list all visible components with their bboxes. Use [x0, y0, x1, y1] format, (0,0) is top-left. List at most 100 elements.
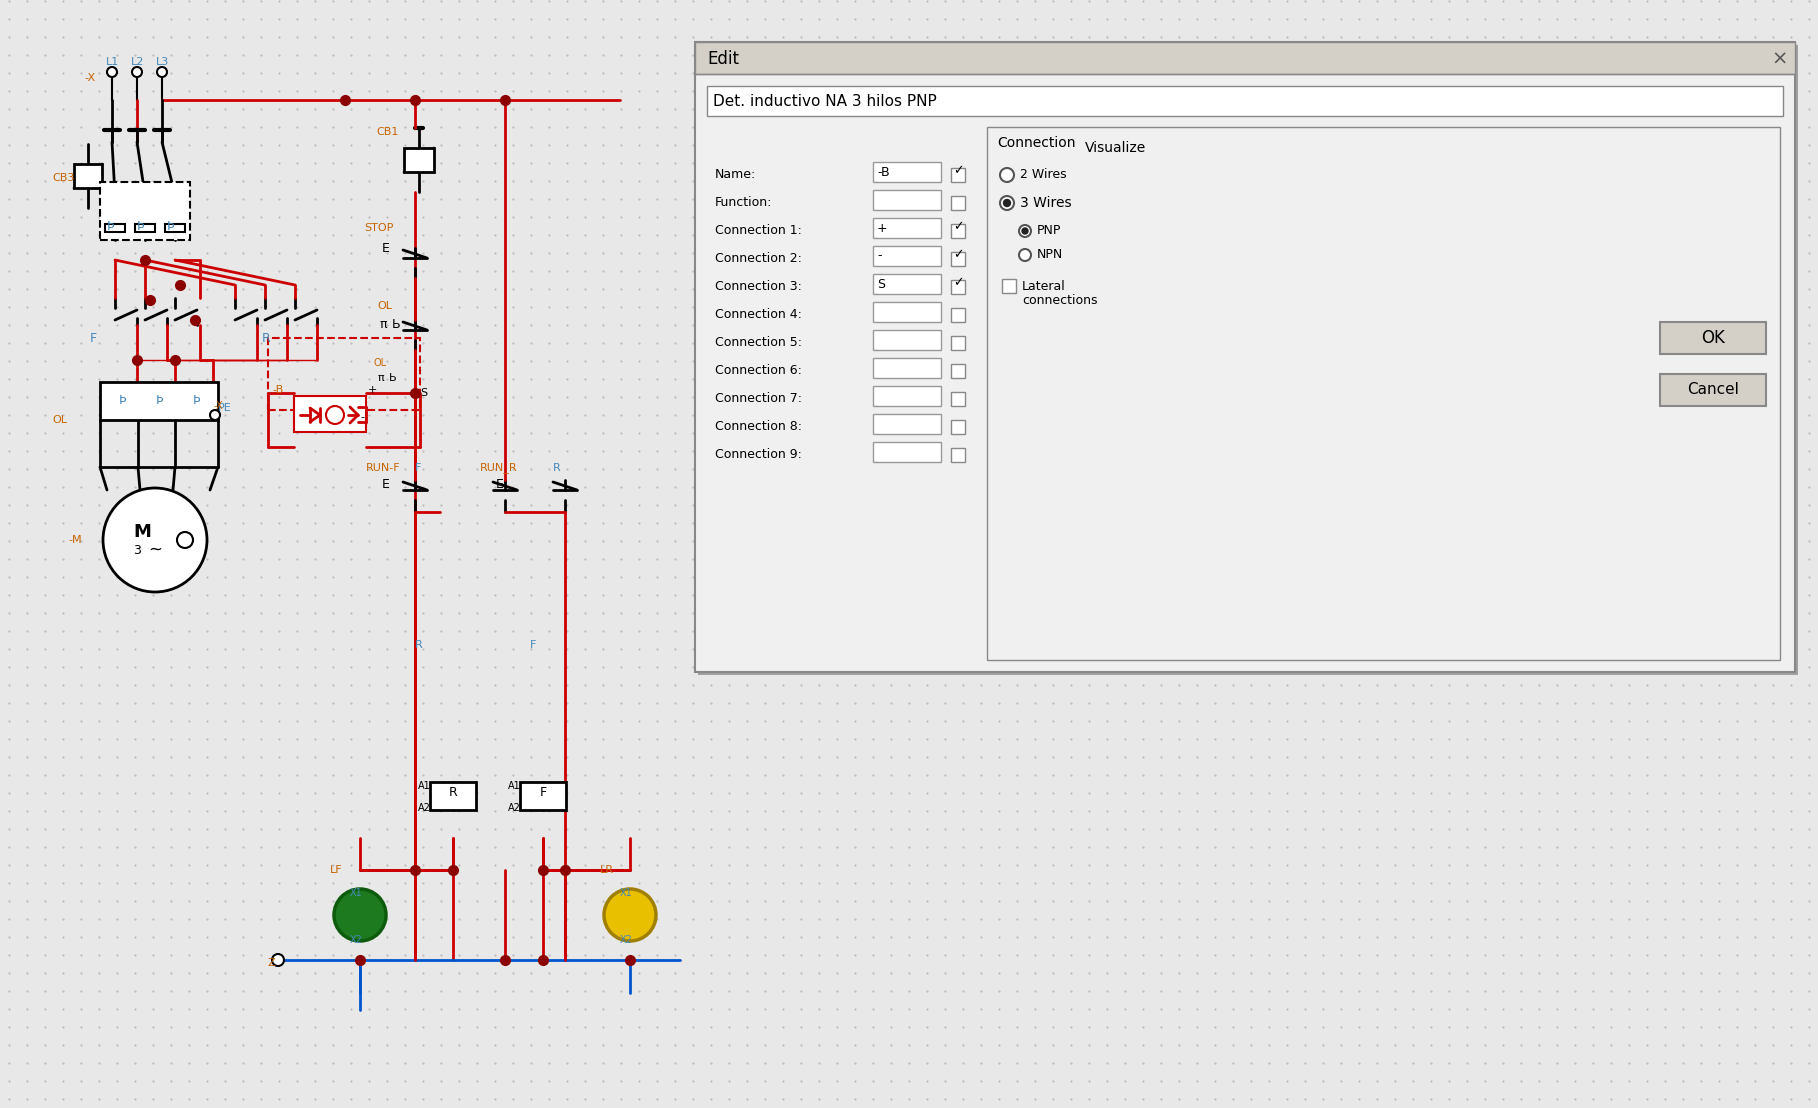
Bar [873, 246, 942, 266]
Text: A1: A1 [418, 781, 431, 791]
Bar [951, 308, 965, 322]
Text: LR: LR [600, 865, 614, 875]
Text: R: R [262, 331, 271, 345]
Text: Lateral: Lateral [1022, 280, 1065, 294]
Text: CB3: CB3 [53, 173, 75, 183]
Text: A1: A1 [507, 781, 520, 791]
Text: ✓: ✓ [953, 220, 964, 234]
Text: L1: L1 [105, 57, 120, 66]
Text: NPN: NPN [1036, 248, 1064, 261]
Text: OL: OL [373, 358, 385, 368]
Text: Connection 1:: Connection 1: [714, 225, 802, 237]
Text: π: π [380, 318, 387, 330]
Circle shape [104, 488, 207, 592]
Text: X2: X2 [620, 935, 633, 945]
Bar [1660, 375, 1765, 406]
Bar [951, 168, 965, 182]
Text: ~: ~ [147, 541, 162, 560]
Text: Visualize: Visualize [1085, 141, 1147, 155]
Text: X1: X1 [620, 888, 633, 897]
Bar [100, 182, 191, 240]
Text: π: π [378, 373, 385, 383]
Text: Þ: Þ [118, 393, 127, 407]
Text: OL: OL [53, 416, 67, 425]
Text: 3 Wires: 3 Wires [1020, 196, 1071, 211]
Text: PNP: PNP [1036, 225, 1062, 237]
Bar [1660, 322, 1765, 353]
Bar [951, 392, 965, 406]
Bar [698, 45, 1798, 675]
Bar [873, 274, 942, 294]
Bar [267, 338, 420, 410]
Text: Function:: Function: [714, 196, 773, 209]
Text: Connection 3:: Connection 3: [714, 280, 802, 294]
Text: -: - [360, 412, 364, 422]
Bar [873, 218, 942, 238]
Text: E: E [382, 242, 389, 255]
Bar [135, 224, 155, 232]
Circle shape [1000, 196, 1014, 211]
Text: ✓: ✓ [953, 248, 964, 261]
Text: L3: L3 [156, 57, 169, 66]
Bar [1002, 279, 1016, 293]
Text: PE: PE [218, 403, 231, 413]
Text: Connection 8:: Connection 8: [714, 421, 802, 433]
Bar [873, 189, 942, 211]
Text: Connection 5:: Connection 5: [714, 337, 802, 349]
Bar [873, 330, 942, 350]
Text: 3: 3 [133, 544, 140, 556]
Text: E: E [382, 479, 389, 492]
Text: OL: OL [376, 301, 393, 311]
Text: Þ: Þ [193, 393, 200, 407]
Text: -B: -B [273, 384, 284, 394]
Text: -B: -B [876, 165, 889, 178]
Text: -X: -X [84, 73, 95, 83]
Text: ✓: ✓ [953, 277, 964, 289]
Text: Connection 4:: Connection 4: [714, 308, 802, 321]
Bar [951, 448, 965, 462]
Text: E: E [496, 479, 504, 492]
Text: -M: -M [67, 535, 82, 545]
Circle shape [1022, 228, 1027, 234]
Bar [100, 382, 218, 420]
Bar [951, 336, 965, 350]
Bar [951, 420, 965, 434]
Circle shape [325, 406, 344, 424]
Circle shape [335, 889, 385, 941]
Text: X2: X2 [351, 935, 364, 945]
Text: Connection: Connection [996, 136, 1076, 150]
Text: +: + [876, 222, 887, 235]
Text: S: S [420, 388, 427, 398]
Text: X1: X1 [351, 888, 364, 897]
Text: Þ: Þ [156, 393, 164, 407]
Text: R: R [449, 787, 458, 800]
Circle shape [211, 410, 220, 420]
Text: R: R [553, 463, 560, 473]
Circle shape [1020, 249, 1031, 261]
Bar [873, 414, 942, 434]
Text: STOP: STOP [364, 223, 393, 233]
Text: Connection 9:: Connection 9: [714, 449, 802, 462]
Text: M: M [133, 523, 151, 541]
Text: ✓: ✓ [953, 164, 964, 177]
Circle shape [1004, 199, 1011, 206]
Text: Z: Z [267, 958, 275, 968]
Text: RUN_R: RUN_R [480, 462, 518, 473]
Text: Þ: Þ [167, 219, 175, 233]
Text: Name:: Name: [714, 168, 756, 182]
Bar [873, 442, 942, 462]
Bar [873, 162, 942, 182]
Bar [951, 252, 965, 266]
Text: Cancel: Cancel [1687, 382, 1740, 398]
Text: connections: connections [1022, 295, 1098, 308]
Text: CB1: CB1 [376, 127, 398, 137]
Circle shape [133, 66, 142, 76]
Text: Connection 6:: Connection 6: [714, 365, 802, 378]
Bar [987, 127, 1780, 660]
Text: Þ: Þ [136, 219, 145, 233]
Bar [694, 42, 1794, 74]
Circle shape [1000, 168, 1014, 182]
Bar [694, 42, 1794, 671]
Text: S: S [876, 277, 885, 290]
Text: Ь: Ь [389, 373, 396, 383]
